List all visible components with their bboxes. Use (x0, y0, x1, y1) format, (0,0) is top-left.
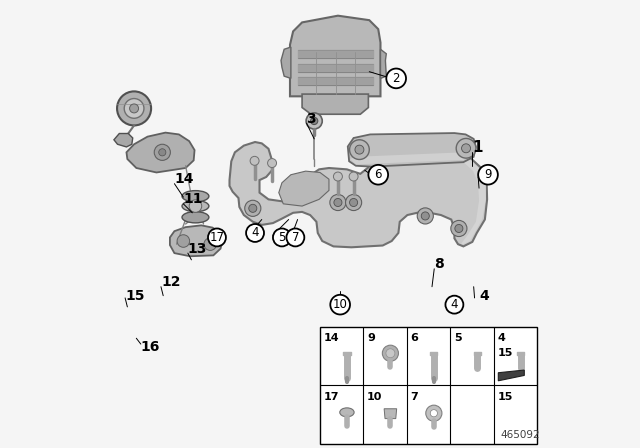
Text: 4: 4 (497, 332, 506, 343)
Text: 465092: 465092 (500, 430, 540, 440)
Polygon shape (114, 134, 132, 147)
Polygon shape (279, 171, 329, 206)
Circle shape (369, 165, 388, 185)
Circle shape (154, 144, 170, 160)
Circle shape (461, 144, 470, 153)
Circle shape (273, 228, 291, 246)
Circle shape (456, 138, 476, 158)
Text: 5: 5 (454, 332, 461, 343)
Text: 5: 5 (278, 231, 285, 244)
Circle shape (208, 228, 226, 246)
Circle shape (310, 117, 317, 125)
Circle shape (124, 99, 144, 118)
Ellipse shape (182, 190, 209, 202)
Text: 7: 7 (292, 231, 299, 244)
Polygon shape (281, 47, 291, 78)
Circle shape (355, 145, 364, 154)
Circle shape (455, 224, 463, 233)
Ellipse shape (340, 408, 354, 417)
Bar (320, 327, 538, 444)
Polygon shape (170, 225, 222, 256)
Circle shape (287, 228, 305, 246)
Polygon shape (230, 142, 487, 247)
Circle shape (349, 198, 358, 207)
Polygon shape (290, 16, 380, 96)
Circle shape (268, 159, 276, 168)
Circle shape (330, 295, 350, 314)
Circle shape (451, 220, 467, 237)
Text: 6: 6 (410, 332, 419, 343)
Circle shape (244, 200, 261, 216)
Circle shape (129, 104, 138, 113)
Polygon shape (350, 150, 474, 164)
Circle shape (478, 165, 498, 185)
Polygon shape (380, 49, 387, 78)
Circle shape (333, 172, 342, 181)
Text: 4: 4 (479, 289, 489, 303)
Text: 10: 10 (333, 298, 348, 311)
Text: 6: 6 (374, 168, 382, 181)
Circle shape (386, 349, 395, 358)
Circle shape (159, 149, 166, 156)
Circle shape (426, 405, 442, 421)
Text: 2: 2 (392, 72, 400, 85)
Circle shape (250, 156, 259, 165)
Circle shape (387, 69, 406, 88)
Text: 16: 16 (141, 340, 160, 354)
Polygon shape (499, 370, 524, 381)
Circle shape (330, 194, 346, 211)
Text: 11: 11 (183, 192, 203, 207)
Circle shape (430, 409, 437, 417)
Text: 17: 17 (324, 392, 339, 402)
Text: 14: 14 (174, 172, 194, 186)
Circle shape (346, 194, 362, 211)
Text: 17: 17 (209, 231, 225, 244)
Text: 7: 7 (410, 392, 419, 402)
Polygon shape (302, 94, 369, 114)
Text: 10: 10 (367, 392, 383, 402)
Circle shape (417, 208, 433, 224)
Circle shape (306, 113, 323, 129)
Text: 15: 15 (497, 348, 513, 358)
Polygon shape (127, 133, 195, 172)
Text: 14: 14 (324, 332, 339, 343)
Ellipse shape (182, 200, 209, 211)
Polygon shape (348, 133, 476, 167)
Text: 4: 4 (451, 298, 458, 311)
Circle shape (382, 345, 399, 361)
Circle shape (246, 224, 264, 242)
Circle shape (117, 91, 151, 125)
Circle shape (349, 172, 358, 181)
Polygon shape (369, 152, 486, 244)
Text: 15: 15 (125, 289, 145, 303)
Ellipse shape (182, 211, 209, 223)
Circle shape (349, 140, 369, 159)
Text: 4: 4 (252, 226, 259, 240)
Circle shape (445, 296, 463, 314)
Circle shape (189, 200, 202, 212)
Circle shape (421, 212, 429, 220)
Circle shape (177, 235, 189, 247)
Circle shape (249, 204, 257, 212)
Text: 9: 9 (484, 168, 492, 181)
Text: 3: 3 (307, 112, 316, 126)
Text: 9: 9 (367, 332, 375, 343)
Text: 15: 15 (497, 392, 513, 402)
Text: 1: 1 (472, 140, 483, 155)
Circle shape (204, 238, 216, 250)
Polygon shape (384, 409, 397, 418)
Circle shape (334, 198, 342, 207)
Text: 8: 8 (435, 257, 444, 271)
Text: 12: 12 (161, 275, 180, 289)
Text: 13: 13 (188, 241, 207, 256)
